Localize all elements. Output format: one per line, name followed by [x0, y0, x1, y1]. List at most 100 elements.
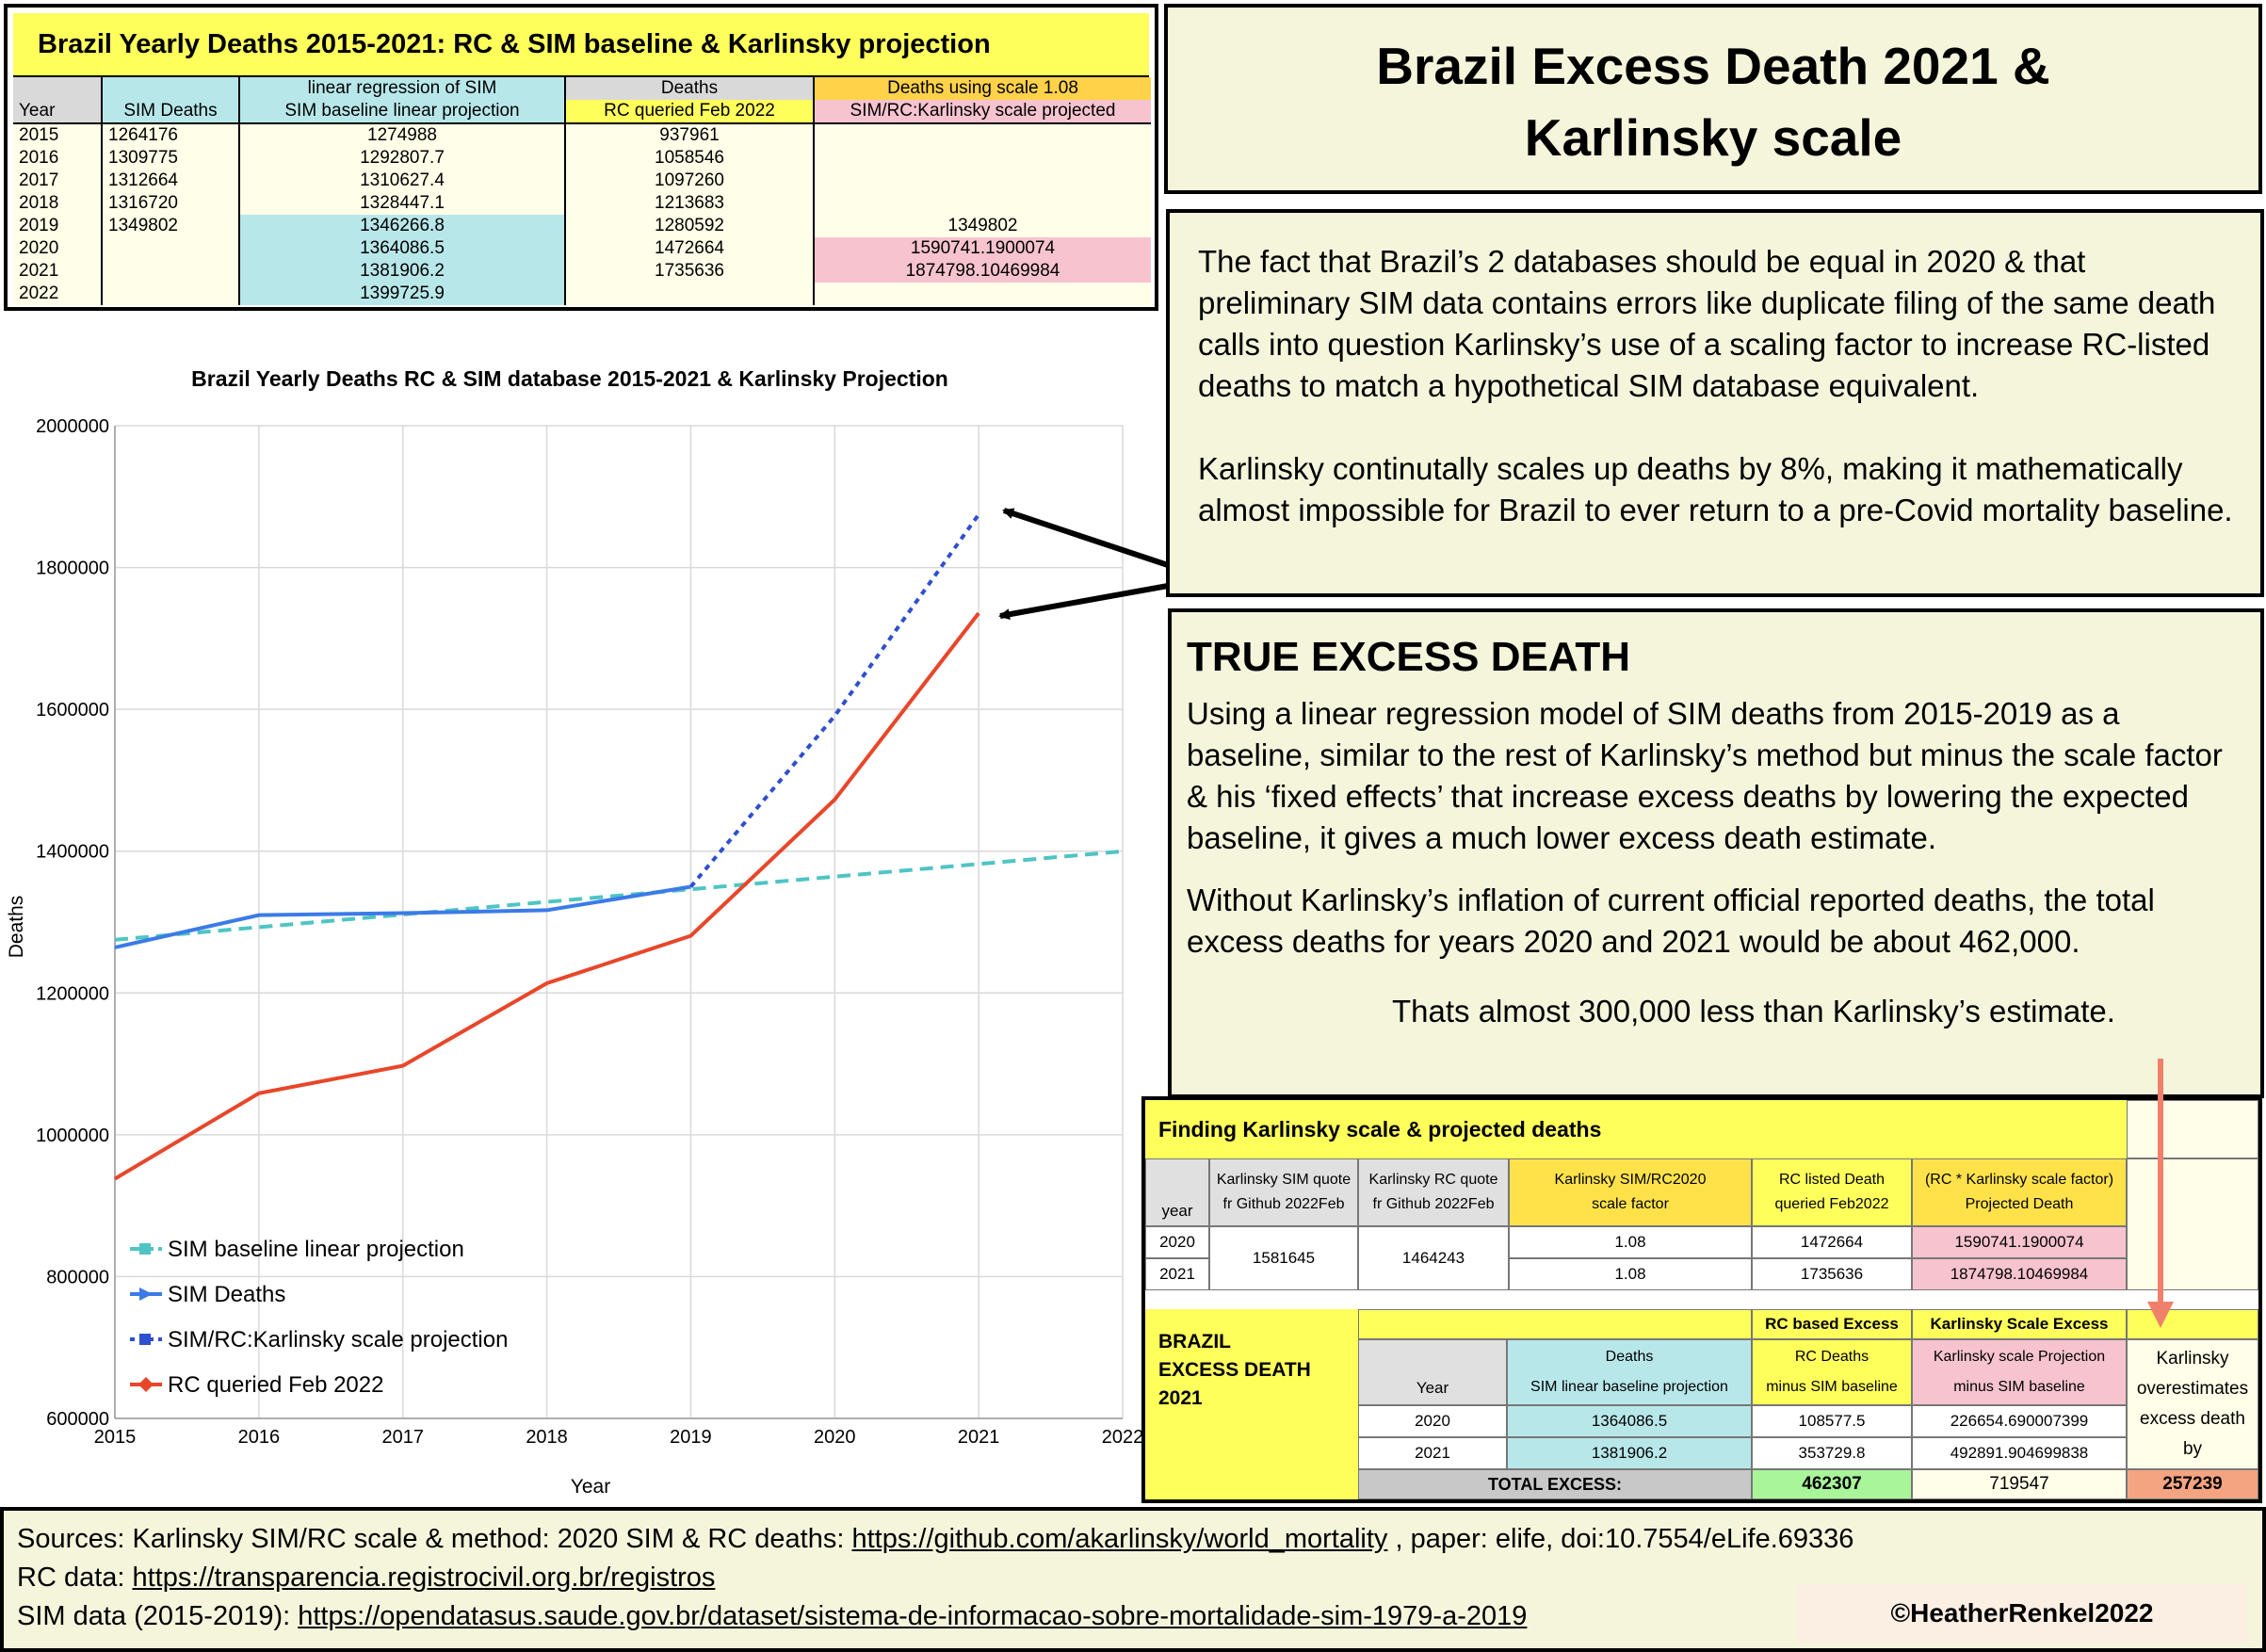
- projected-value: 1874798.10469984: [1912, 1258, 2127, 1290]
- baseline-value: 1381906.2: [1507, 1437, 1752, 1469]
- y-tick-label: 1800000: [36, 559, 109, 579]
- cell-text: EXCESS DEATH: [1158, 1359, 1311, 1381]
- cell-text: RC Deaths: [1794, 1349, 1869, 1365]
- cell-text: minus SIM baseline: [1766, 1379, 1898, 1395]
- projected-value: 1590741.1900074: [1912, 1226, 2127, 1258]
- y-tick-label: 2000000: [36, 416, 109, 437]
- overestimate-arrow: [2147, 1059, 2174, 1328]
- table-cell: 1346266.8: [238, 215, 565, 237]
- table-cell: 1309775: [101, 147, 239, 170]
- table-cell: 1292807.7: [238, 147, 565, 170]
- table-cell: [813, 147, 1151, 170]
- header-deaths: Deaths SIM linear baseline projection: [1507, 1339, 1752, 1405]
- main-title-line-2: Karlinsky scale: [1524, 108, 1902, 167]
- table-cell: 1349802: [813, 215, 1151, 237]
- cell-text: fr Github 2022Feb: [1222, 1196, 1345, 1212]
- legend-marker: [139, 1288, 153, 1301]
- table-cell: [101, 260, 239, 283]
- legend-marker: [139, 1334, 151, 1345]
- cell-text: Deaths: [1605, 1349, 1654, 1365]
- header-year: Year: [1416, 1379, 1449, 1397]
- y-tick-label: 800000: [46, 1267, 109, 1288]
- table-cell: [13, 77, 102, 100]
- total-excess-label: TOTAL EXCESS:: [1358, 1469, 1752, 1499]
- karlinsky-scale-table: Finding Karlinsky scale & projected deat…: [1141, 1096, 2262, 1503]
- header-projected: (RC * Karlinsky scale factor) Projected D…: [1912, 1158, 2127, 1226]
- true-excess-paragraph-2: Without Karlinsky’s inflation of current…: [1187, 883, 2155, 959]
- table-header-row: linear regression of SIM Deaths Deaths usi…: [13, 77, 1151, 100]
- arrows-overlay: [998, 508, 1169, 621]
- overestimate-note: Karlinsky overestimates excess death by: [2127, 1339, 2258, 1469]
- table-cell: [101, 237, 239, 260]
- header-sim-quote: Karlinsky SIM quote fr Github 2022Feb: [1209, 1158, 1358, 1226]
- table-cell: linear regression of SIM: [238, 77, 565, 100]
- table-cell: 1364086.5: [238, 237, 565, 260]
- table-cell: Year: [13, 100, 102, 124]
- source-line-2: RC data: https://transparencia.registroc…: [17, 1559, 2262, 1597]
- table-cell: 1274988: [238, 123, 565, 147]
- table-cell: [2127, 1309, 2258, 1339]
- arrow-to-rc-line: [998, 583, 1169, 621]
- sim-quote-value: 1581645: [1209, 1226, 1358, 1290]
- table-cell: [813, 283, 1151, 305]
- source-label-1: Sources: Karlinsky SIM/RC scale & method…: [17, 1524, 852, 1554]
- karlinsky-excess-value: 492891.904699838: [1912, 1437, 2127, 1469]
- copyright-badge: ©HeatherRenkel2022: [1797, 1584, 2247, 1643]
- header-karlinsky-projection: Karlinsky scale Projection minus SIM base…: [1912, 1339, 2127, 1405]
- x-tick-label: 2020: [814, 1427, 856, 1448]
- table-row: 2021 1381906.2 1735636 1874798.10469984: [13, 260, 1151, 283]
- source-line-1: Sources: Karlinsky SIM/RC scale & method…: [17, 1520, 2262, 1559]
- cell-text: by: [2182, 1439, 2203, 1459]
- x-tick-label: 2022: [1102, 1427, 1144, 1448]
- baseline-value: 1364086.5: [1507, 1405, 1752, 1437]
- legend-label: SIM baseline linear projection: [168, 1237, 464, 1262]
- table-cell: 1735636: [564, 260, 814, 283]
- series-line: [114, 884, 691, 949]
- source-line-3: SIM data (2015-2019): https://opendatasu…: [17, 1597, 2262, 1636]
- table-cell: Deaths: [564, 77, 814, 100]
- cell-text: fr Github 2022Feb: [1372, 1196, 1495, 1212]
- legend-label: SIM Deaths: [168, 1282, 285, 1307]
- table-cell: [564, 283, 814, 305]
- cell-text: Projected Death: [1965, 1196, 2074, 1212]
- karlinsky-excess-value: 226654.690007399: [1912, 1405, 2127, 1437]
- sim-data-link[interactable]: https://opendatasus.saude.gov.br/dataset…: [298, 1601, 1528, 1631]
- x-tick-label: 2021: [958, 1427, 1000, 1448]
- legend-marker: [138, 1377, 154, 1392]
- legend-marker: [139, 1243, 151, 1255]
- table-row: 2020 1364086.5 1472664 1590741.1900074: [13, 237, 1151, 260]
- table-cell: 2018: [13, 192, 102, 215]
- rc-excess-value: 108577.5: [1752, 1405, 1912, 1437]
- true-excess-box: TRUE EXCESS DEATH Using a linear regress…: [1168, 608, 2264, 1098]
- y-tick-label: 1400000: [36, 842, 109, 863]
- cell-text: (RC * Karlinsky scale factor): [1924, 1172, 2114, 1188]
- row-year: 2020: [1358, 1405, 1507, 1437]
- table-cell: 1874798.10469984: [813, 260, 1151, 283]
- table-cell: 1316720: [101, 192, 239, 215]
- rc-data-link[interactable]: https://transparencia.registrocivil.org.…: [132, 1563, 716, 1593]
- x-tick-label: 2016: [238, 1427, 281, 1448]
- table-cell: 1328447.1: [238, 192, 565, 215]
- table-cell: [813, 170, 1151, 192]
- row-year: 2020: [1145, 1226, 1209, 1258]
- table-cell: 1264176: [101, 123, 239, 147]
- critique-paragraph-2: Karlinsky continutally scales up deaths …: [1198, 451, 2233, 527]
- table-cell: 1399725.9: [238, 283, 565, 305]
- arrow-to-karlinsky-line: [1002, 508, 1169, 568]
- table-cell: 1381906.2: [238, 260, 565, 283]
- table-title: Brazil Yearly Deaths 2015-2021: RC & SIM…: [13, 13, 1149, 77]
- total-karlinsky-excess: 719547: [1912, 1469, 2127, 1499]
- header-karlinsky-excess: Karlinsky Scale Excess: [1912, 1309, 2127, 1339]
- x-axis-label: Year: [571, 1476, 610, 1498]
- x-tick-label: 2018: [526, 1427, 568, 1448]
- table-row: 2015 1264176 1274988 937961: [13, 123, 1151, 147]
- source-label-2: RC data:: [17, 1563, 133, 1593]
- table-cell: Deaths using scale 1.08: [813, 77, 1151, 100]
- series-line: [688, 513, 980, 888]
- source-doi: , paper: elife, doi:10.7554/eLife.69336: [1387, 1524, 1854, 1554]
- cell-text: Karlinsky: [2156, 1349, 2229, 1369]
- github-link[interactable]: https://github.com/akarlinsky/world_mort…: [851, 1524, 1388, 1554]
- table-header-row: Year SIM Deaths SIM baseline linear projec…: [13, 100, 1151, 124]
- table-cell: [813, 123, 1151, 147]
- table-cell: 2021: [13, 260, 102, 283]
